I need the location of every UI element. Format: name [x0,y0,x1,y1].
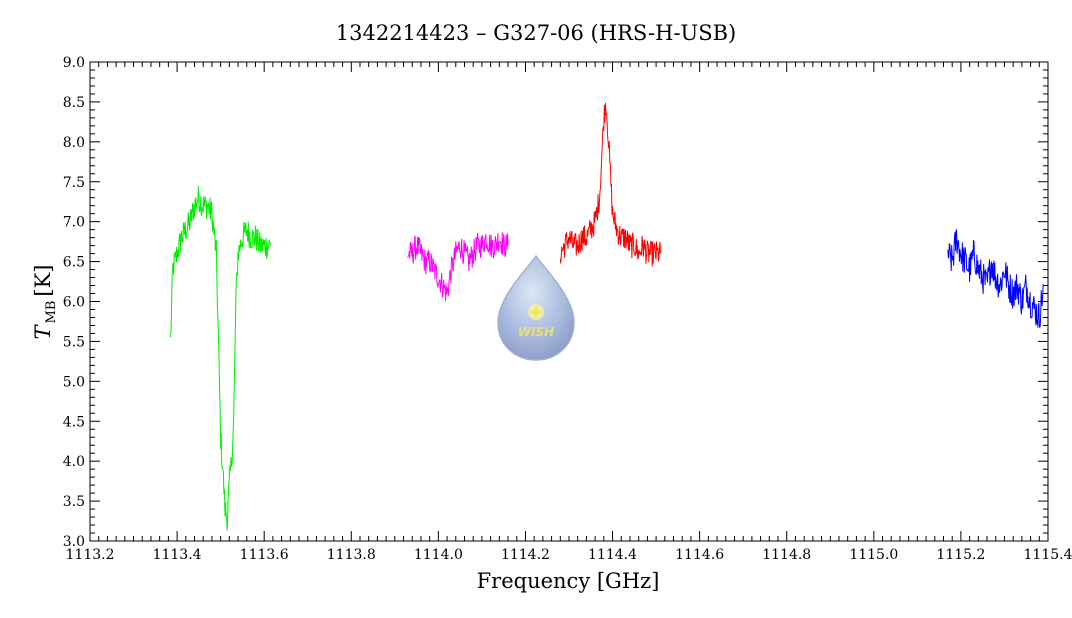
x-tick-label: 1113.8 [327,547,376,563]
x-tick-label: 1113.6 [240,547,289,563]
y-tick-label: 8.0 [63,135,85,151]
x-tick-label: 1115.0 [849,547,898,563]
y-tick-label: 7.0 [63,215,85,231]
y-tick-label: 3.0 [63,534,85,550]
series-layer [170,102,1045,531]
y-label-unit: [K] [31,265,55,297]
spectrum-series-line [559,102,661,267]
y-tick-label: 7.5 [63,175,85,191]
spectrum-series-line [407,232,509,302]
x-tick-label: 1114.8 [762,547,811,563]
x-tick-label: 1115.4 [1024,547,1072,563]
y-label-sub: MB [44,301,59,324]
x-tick-label: 1114.6 [675,547,724,563]
y-tick-label: 5.5 [63,334,85,350]
x-tick-label: 1113.2 [66,547,115,563]
y-tick-label: 5.0 [63,374,85,390]
y-tick-label: 6.0 [63,295,85,311]
chart-title: 1342214423 – G327-06 (HRS-H-USB) [336,21,737,45]
y-tick-label: 9.0 [63,55,85,71]
y-label-main: T [31,323,55,339]
logo-text: WISH [518,325,554,339]
x-tick-label: 1114.0 [414,547,463,563]
y-tick-label: 4.5 [63,414,85,430]
x-axis-label: Frequency [GHz] [477,569,660,593]
y-axis-ticks: 3.0 3.5 4.0 4.5 5.0 5.5 6.0 6.5 7.0 7.5 8.0 8.5 9.0 [63,55,1048,550]
x-tick-label: 1114.2 [501,547,550,563]
star-icon [527,303,545,321]
y-tick-label: 4.0 [63,454,85,470]
svg-text:TMB[K]: TMB [K] [31,265,59,340]
x-axis-ticks: 1113.2 1113.4 1113.6 1113.8 1114.0 1114.2 1114… [66,62,1072,563]
x-tick-label: 1114.4 [588,547,637,563]
wish-logo: WISH [497,254,575,361]
spectrum-series-line [170,186,272,531]
y-axis-label: TMB [K] [31,265,59,340]
y-tick-label: 6.5 [63,255,85,271]
y-tick-label: 3.5 [63,494,85,510]
y-tick-label: 8.5 [63,95,85,111]
spectrum-series-line [947,229,1045,329]
x-tick-label: 1115.2 [936,547,985,563]
x-tick-label: 1113.4 [153,547,202,563]
